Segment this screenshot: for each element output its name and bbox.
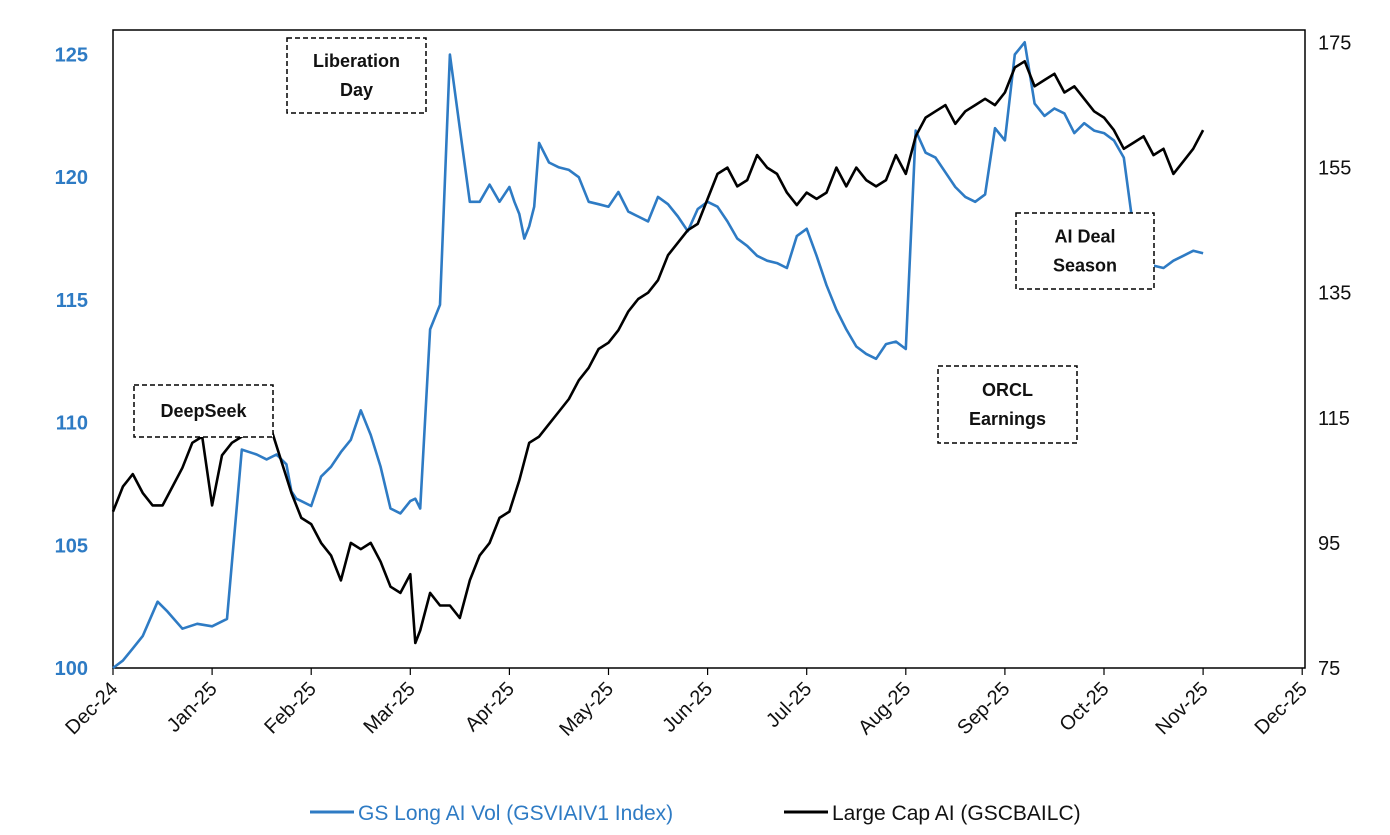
- y-left-tick-label-105: 105: [55, 535, 88, 557]
- x-tick-label-Mar-25: Mar-25: [359, 678, 419, 738]
- legend-label-0: GS Long AI Vol (GSVIAIV1 Index): [358, 802, 673, 825]
- legend: GS Long AI Vol (GSVIAIV1 Index) Large Cap…: [310, 802, 1081, 825]
- annotation-box-2: ORCL Earnings: [937, 365, 1078, 444]
- y-left-tick-label-115: 115: [56, 290, 88, 312]
- x-tick-label-Jan-25: Jan-25: [163, 678, 222, 737]
- y-right-tick-label-155: 155: [1318, 158, 1351, 180]
- y-right-tick-label-115: 115: [1318, 408, 1350, 430]
- x-tick-label-Nov-25: Nov-25: [1151, 678, 1212, 739]
- legend-label-1: Large Cap AI (GSCBAILC): [832, 802, 1081, 825]
- x-tick-label-Oct-25: Oct-25: [1056, 678, 1114, 736]
- annotation-text-2-1: Earnings: [969, 409, 1046, 429]
- y-right-tick-label-175: 175: [1318, 33, 1351, 55]
- annotation-box-0: DeepSeek: [133, 384, 274, 438]
- x-tick-label-Apr-25: Apr-25: [461, 678, 519, 736]
- y-left-axis: 100 105 110 115 120 125: [55, 45, 88, 680]
- annotation-box-3: AI Deal Season: [1015, 212, 1155, 290]
- x-tick-label-Aug-25: Aug-25: [854, 678, 915, 739]
- series-line-large-cap-ai: [111, 59, 1205, 645]
- y-right-tick-label-135: 135: [1318, 283, 1351, 305]
- x-axis: Dec-24 Jan-25 Feb-25 Mar-25 Apr-25 May-25 Jun-…: [61, 668, 1312, 741]
- y-right-tick-label-75: 75: [1318, 658, 1340, 680]
- x-tick-label-Jun-25: Jun-25: [658, 678, 717, 737]
- annotation-text-2-0: ORCL: [982, 380, 1033, 400]
- annotation-text-1-0: Liberation: [313, 51, 400, 71]
- annotations: DeepSeek Liberation Day ORCL Earnings AI Deal…: [133, 37, 1155, 444]
- series-layer: [111, 40, 1205, 670]
- plot-area-border: [112, 29, 1306, 669]
- y-left-tick-label-110: 110: [56, 413, 88, 435]
- x-tick-label-Dec-25: Dec-25: [1251, 678, 1312, 739]
- annotation-frame-2: [937, 365, 1078, 444]
- annotation-text-3-1: Season: [1053, 256, 1117, 276]
- y-left-tick-label-100: 100: [55, 658, 88, 680]
- y-left-tick-label-120: 120: [55, 167, 88, 189]
- annotation-frame-3: [1015, 212, 1155, 290]
- annotation-box-1: Liberation Day: [286, 37, 427, 114]
- x-tick-label-May-25: May-25: [555, 678, 618, 741]
- x-tick-label-Sep-25: Sep-25: [953, 678, 1014, 739]
- annotation-text-3-0: AI Deal: [1054, 227, 1115, 247]
- x-tick-label-Dec-24: Dec-24: [61, 678, 122, 739]
- series-line-gs-long-ai-vol: [112, 40, 1204, 670]
- y-right-tick-label-95: 95: [1318, 533, 1340, 555]
- y-right-axis: 75 95 115 135 155 175: [1318, 33, 1351, 680]
- y-left-tick-label-125: 125: [55, 45, 88, 67]
- annotation-frame-0: [133, 384, 274, 438]
- x-tick-label-Feb-25: Feb-25: [260, 678, 320, 738]
- annotation-text-1-1: Day: [340, 80, 373, 100]
- annotation-frame-1: [286, 37, 427, 114]
- annotation-text-0-0: DeepSeek: [160, 401, 247, 421]
- x-tick-label-Jul-25: Jul-25: [762, 678, 816, 732]
